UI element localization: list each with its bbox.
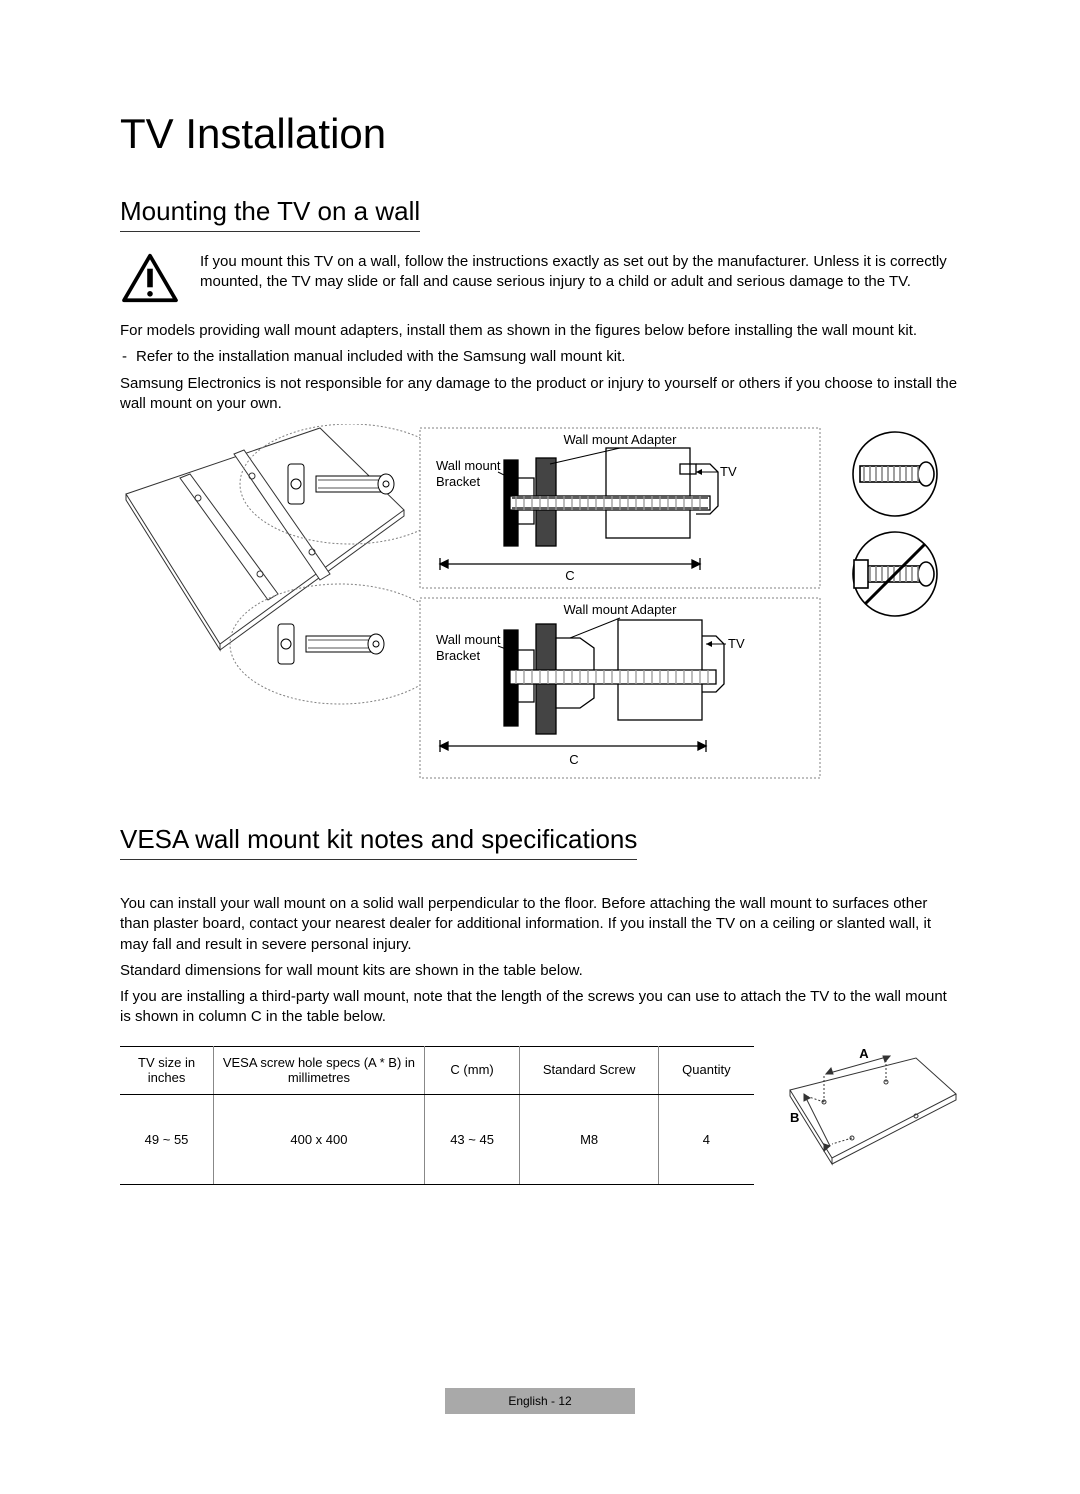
warning-text: If you mount this TV on a wall, follow t…	[200, 252, 960, 293]
vesa-heading: VESA wall mount kit notes and specificat…	[120, 824, 637, 860]
warning-block: If you mount this TV on a wall, follow t…	[120, 252, 960, 309]
vesa-tv-diagram: A B	[770, 1046, 960, 1185]
page-title: TV Installation	[120, 110, 960, 158]
mounting-bullet1: Refer to the installation manual include…	[120, 347, 960, 367]
vesa-table: TV size in inches VESA screw hole specs …	[120, 1046, 754, 1185]
page-footer: English - 12	[445, 1388, 635, 1414]
vesa-para3: If you are installing a third-party wall…	[120, 987, 960, 1028]
label-bracket2-top: Bracket	[436, 474, 480, 489]
vesa-para2: Standard dimensions for wall mount kits …	[120, 961, 960, 981]
th-cmm: C (mm)	[424, 1046, 520, 1094]
mounting-heading: Mounting the TV on a wall	[120, 196, 420, 232]
label-bracket1-bot: Wall mount	[436, 632, 501, 647]
label-adapter-bot: Wall mount Adapter	[564, 602, 678, 617]
th-tvsize: TV size in inches	[120, 1046, 214, 1094]
label-c-bot: C	[569, 752, 578, 767]
label-bracket1-top: Wall mount	[436, 458, 501, 473]
mounting-diagram: Wall mount Adapter Wall mount Bracket TV…	[120, 424, 960, 784]
mounting-para1: For models providing wall mount adapters…	[120, 321, 960, 341]
mounting-para2: Samsung Electronics is not responsible f…	[120, 374, 960, 415]
label-tv-top: TV	[720, 464, 737, 479]
th-vesa: VESA screw hole specs (A * B) in millime…	[214, 1046, 425, 1094]
label-bracket2-bot: Bracket	[436, 648, 480, 663]
table-row: 49 ~ 55 400 x 400 43 ~ 45 M8 4	[120, 1094, 754, 1184]
label-tv-bot: TV	[728, 636, 745, 651]
warning-icon	[120, 252, 180, 309]
label-B: B	[790, 1110, 799, 1125]
vesa-para1: You can install your wall mount on a sol…	[120, 894, 960, 955]
label-adapter-top: Wall mount Adapter	[564, 432, 678, 447]
label-c-top: C	[565, 568, 574, 583]
th-qty: Quantity	[658, 1046, 754, 1094]
th-screw: Standard Screw	[520, 1046, 658, 1094]
label-A: A	[859, 1046, 869, 1061]
